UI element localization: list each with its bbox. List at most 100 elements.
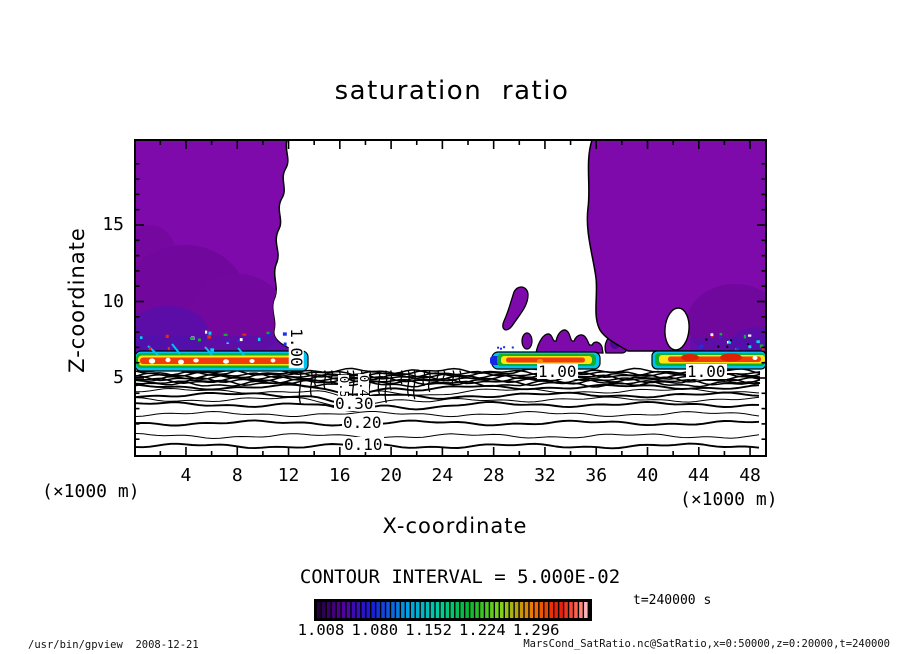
colorbar-segment	[415, 602, 420, 618]
squiggle	[451, 370, 455, 387]
band-right	[651, 350, 767, 370]
speckle	[208, 331, 212, 335]
contour-label-0.30: 0.30	[334, 394, 375, 413]
colorbar-segment	[480, 602, 484, 618]
colorbar-segment	[317, 602, 321, 618]
colorbar-segment	[391, 602, 395, 618]
speckle	[719, 332, 723, 336]
speckle	[503, 346, 506, 349]
squiggle	[400, 370, 404, 385]
speckle	[282, 332, 287, 336]
speckle	[165, 334, 169, 338]
speckle	[223, 333, 228, 336]
colorbar-segment	[470, 602, 474, 618]
y-axis-unit-label: (×1000 m)	[42, 481, 140, 502]
colorbar-segment	[455, 602, 460, 618]
colorbar-segment	[331, 602, 336, 618]
colorbar-segment	[386, 602, 390, 618]
squiggle	[368, 370, 372, 399]
colorbar-segment	[435, 602, 440, 618]
y-tick-label: 15	[102, 214, 124, 235]
colorbar-segment	[361, 602, 366, 618]
colorbar-segment	[356, 602, 361, 618]
contour-line-0.2	[135, 419, 760, 427]
colorbar-segment	[529, 602, 534, 618]
contour-label-1.00-middle: 1.00	[537, 362, 578, 381]
time-label: t=240000 s	[633, 593, 712, 608]
contour-label-1.00-right: 1.00	[686, 362, 727, 381]
colorbar-segment	[495, 602, 499, 618]
colorbar-segment	[569, 602, 573, 618]
contour-label-0.20: 0.20	[342, 413, 383, 432]
white-hole	[664, 307, 690, 351]
speckle	[283, 342, 287, 346]
x-axis-title: X-coordinate	[382, 514, 528, 538]
squiggle	[377, 370, 381, 395]
x-tick-label: 8	[231, 465, 243, 486]
x-tick-label: 20	[380, 465, 402, 486]
colorbar-segment	[366, 602, 370, 618]
squiggle	[427, 370, 431, 393]
x-tick-label: 48	[739, 465, 761, 486]
colorbar-segment	[401, 602, 405, 618]
squiggle	[458, 370, 462, 382]
colorbar-label: 1.080	[351, 621, 399, 639]
colorbar-segment	[440, 602, 445, 618]
x-tick-label: 12	[277, 465, 300, 486]
colorbar-label: 1.008	[297, 621, 345, 639]
x-tick-label: 40	[636, 465, 659, 486]
x-axis-unit-label: (×1000 m)	[680, 489, 778, 510]
colorbar-segment	[410, 602, 415, 618]
speckle	[756, 340, 760, 344]
y-tick-label: 5	[113, 367, 124, 388]
speckle	[242, 333, 247, 336]
contour-line-0.25	[135, 410, 760, 418]
cloud-blob-small	[521, 332, 533, 350]
squiggle	[413, 370, 416, 400]
colorbar-segment	[564, 602, 568, 618]
squiggle	[330, 370, 334, 385]
speckle	[728, 340, 731, 344]
speckle	[210, 348, 215, 352]
colorbar-segment	[420, 602, 425, 618]
speckle	[497, 346, 500, 349]
speckle-dark	[717, 345, 720, 348]
colorbar-segment	[326, 602, 331, 618]
speckle	[148, 347, 152, 351]
x-tick-label: 32	[534, 465, 556, 486]
speckle	[500, 347, 502, 350]
colorbar-label: 1.152	[405, 621, 452, 639]
colorbar-segment	[430, 602, 435, 618]
colorbar-segment	[336, 602, 341, 618]
dense-contour-bundle	[135, 367, 761, 388]
speckle	[237, 340, 240, 343]
speckle	[190, 336, 194, 340]
colorbar-segment	[376, 602, 380, 618]
contour-line-0.3	[135, 400, 760, 412]
colorbar-segment	[519, 602, 524, 618]
squiggle	[436, 370, 440, 383]
speckle	[736, 347, 740, 350]
squiggle	[313, 370, 317, 387]
colorbar-segment	[504, 602, 509, 618]
squiggle	[298, 370, 302, 405]
colorbar-segment	[534, 602, 539, 618]
speckle	[257, 337, 261, 342]
squiggle	[323, 370, 327, 390]
speckle	[699, 344, 704, 348]
speckle	[761, 347, 765, 351]
x-tick-label: 24	[431, 465, 454, 486]
squiggle	[442, 370, 446, 382]
cloud-mound-middle	[535, 329, 604, 354]
colorbar-segment	[346, 602, 351, 618]
contour-line-0.15	[135, 433, 760, 439]
x-tick-label: 36	[585, 465, 608, 486]
squiggle	[309, 370, 313, 398]
colorbar	[314, 599, 592, 621]
colorbar-segments	[317, 602, 588, 618]
colorbar-segment	[396, 602, 400, 618]
speckle	[748, 334, 752, 337]
x-tick-label: 16	[328, 465, 351, 486]
band-left	[134, 343, 309, 372]
